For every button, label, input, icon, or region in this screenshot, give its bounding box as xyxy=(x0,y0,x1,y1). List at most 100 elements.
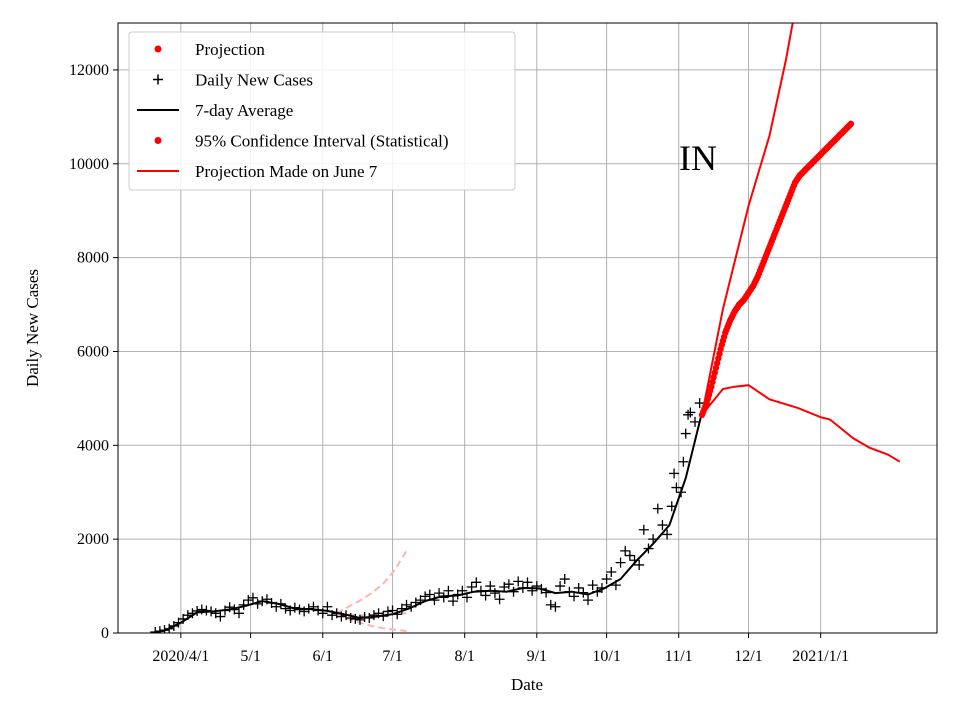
daily-case-marker xyxy=(448,596,459,607)
legend: Projection Daily New Cases 7-day Average 95… xyxy=(128,31,516,191)
daily-case-marker xyxy=(206,606,217,617)
daily-case-marker xyxy=(429,595,440,606)
daily-case-marker xyxy=(434,588,445,599)
daily-case-marker xyxy=(657,520,668,531)
x-tick-label: 7/1 xyxy=(382,648,402,665)
daily-case-marker xyxy=(438,592,449,603)
daily-case-marker xyxy=(471,577,482,588)
y-tick-label: 2000 xyxy=(77,531,109,548)
daily-case-marker xyxy=(564,586,575,597)
legend-label: 7-day Average xyxy=(195,101,293,120)
june7-upper-line xyxy=(336,550,408,615)
daily-case-marker xyxy=(666,501,677,512)
legend-label: Daily New Cases xyxy=(195,71,313,90)
daily-case-marker xyxy=(648,534,659,545)
daily-case-marker xyxy=(678,456,689,467)
y-tick-label: 8000 xyxy=(77,250,109,267)
daily-case-marker xyxy=(392,609,403,620)
legend-marker-plus xyxy=(153,74,163,85)
daily-case-marker xyxy=(517,582,528,593)
daily-case-marker xyxy=(513,576,524,587)
daily-case-marker xyxy=(420,591,431,602)
daily-case-marker xyxy=(503,579,514,590)
x-tick-label: 2021/1/1 xyxy=(792,648,849,665)
daily-case-marker xyxy=(485,581,496,592)
daily-case-marker xyxy=(662,529,673,540)
legend-box xyxy=(128,31,516,191)
daily-case-marker xyxy=(243,595,254,606)
daily-case-marker xyxy=(569,591,580,602)
daily-case-marker xyxy=(303,603,314,614)
daily-case-marker xyxy=(638,524,649,535)
legend-marker-dot xyxy=(154,137,162,144)
x-tick-label: 8/1 xyxy=(454,648,474,665)
daily-case-marker xyxy=(187,608,198,619)
daily-case-marker xyxy=(582,595,593,606)
daily-case-marker xyxy=(624,550,635,561)
legend-label: Projection xyxy=(195,40,265,59)
y-axis-label: Daily New Cases xyxy=(23,269,42,387)
plot-frame xyxy=(117,22,938,634)
daily-case-marker xyxy=(154,626,165,633)
daily-case-marker xyxy=(368,610,379,621)
daily-case-marker xyxy=(690,416,701,427)
daily-case-marker xyxy=(634,559,645,570)
legend-label: 95% Confidence Interval (Statistical) xyxy=(195,132,449,151)
ci-upper-line xyxy=(701,23,794,415)
daily-case-marker xyxy=(683,409,694,420)
daily-case-marker xyxy=(652,503,663,514)
daily-case-marker xyxy=(345,612,356,623)
daily-case-marker xyxy=(382,606,393,617)
x-tick-label: 2020/4/1 xyxy=(152,648,209,665)
daily-case-marker xyxy=(401,599,412,610)
daily-case-marker xyxy=(196,604,207,615)
x-tick-label: 5/1 xyxy=(240,648,260,665)
daily-case-marker xyxy=(527,585,538,596)
daily-case-marker xyxy=(550,601,561,612)
daily-case-marker xyxy=(406,601,417,612)
daily-case-marker xyxy=(201,605,212,616)
series-group xyxy=(150,23,901,633)
daily-case-marker xyxy=(508,586,519,597)
daily-case-marker xyxy=(606,567,617,577)
daily-case-marker xyxy=(462,592,473,603)
daily-case-marker xyxy=(275,598,286,609)
daily-case-marker xyxy=(601,574,612,585)
daily-case-marker xyxy=(615,557,626,568)
daily-case-marker xyxy=(573,582,584,593)
daily-case-marker xyxy=(643,543,654,554)
y-axis: 0 2000 4000 6000 8000 10000 12000 xyxy=(69,62,118,642)
daily-case-marker xyxy=(159,625,170,633)
y-tick-label: 12000 xyxy=(69,62,109,79)
legend-marker-dot xyxy=(154,45,162,53)
daily-case-marker xyxy=(669,468,680,479)
daily-case-marker xyxy=(629,555,640,566)
daily-case-marker xyxy=(466,582,477,593)
daily-case-marker xyxy=(322,601,333,612)
daily-case-marker xyxy=(494,594,505,605)
daily-case-marker xyxy=(620,545,631,556)
x-tick-label: 10/1 xyxy=(592,648,620,665)
daily-case-marker xyxy=(489,588,500,599)
daily-case-marker xyxy=(559,574,570,585)
daily-case-marker xyxy=(257,596,268,607)
daily-case-marker xyxy=(610,580,621,591)
y-tick-label: 6000 xyxy=(77,343,109,360)
y-tick-label: 4000 xyxy=(77,437,109,454)
daily-case-marker xyxy=(541,587,552,598)
daily-case-marker xyxy=(685,407,696,418)
daily-case-marker xyxy=(182,610,193,621)
daily-case-marker xyxy=(350,613,361,624)
projection-point xyxy=(847,120,855,128)
daily-case-marker xyxy=(680,428,691,439)
daily-case-marker xyxy=(294,604,305,615)
daily-case-marker xyxy=(596,582,607,593)
daily-case-marker xyxy=(378,611,389,622)
daily-case-marker xyxy=(410,597,421,608)
legend-label: Projection Made on June 7 xyxy=(195,162,378,181)
daily-case-marker xyxy=(443,585,454,596)
state-label: IN xyxy=(679,138,717,178)
daily-case-marker xyxy=(587,580,598,591)
daily-case-marker xyxy=(327,610,338,621)
